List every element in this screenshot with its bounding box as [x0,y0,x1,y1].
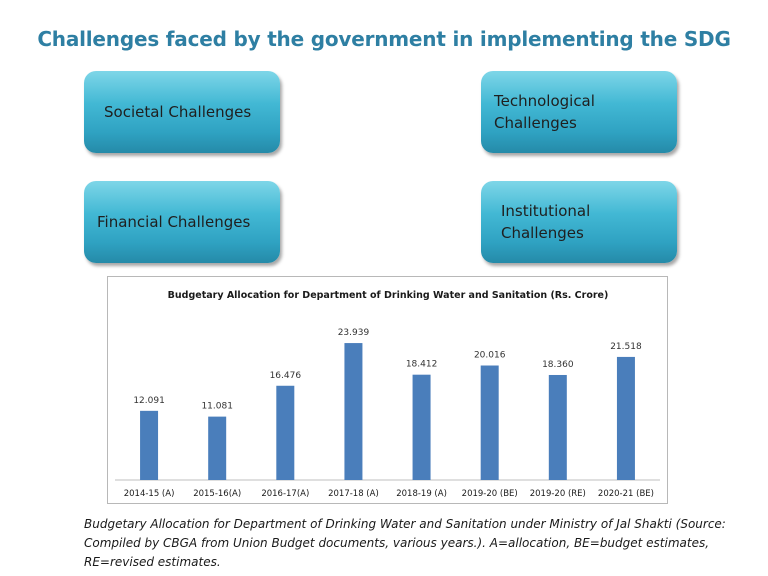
financial-challenges-box: Financial Challenges [84,181,280,263]
institutional-challenges-label: Institutional Challenges [501,202,591,242]
budget-chart: Budgetary Allocation for Department of D… [107,276,668,504]
bar-0 [140,410,159,480]
x-tick-label-3: 2017-18 (A) [328,489,379,499]
x-tick-label-4: 2018-19 (A) [396,489,447,499]
page-title: Challenges faced by the government in im… [37,27,731,51]
data-label-5: 20.016 [474,351,506,361]
chart-caption: Budgetary Allocation for Department of D… [84,517,726,569]
financial-challenges-label: Financial Challenges [97,213,251,231]
x-tick-label-2: 2016-17(A) [261,489,309,499]
x-tick-label-5: 2019-20 (BE) [462,489,518,499]
bar-5 [480,365,499,480]
data-label-6: 18.360 [542,360,574,370]
data-label-3: 23.939 [338,328,370,338]
data-label-4: 18.412 [406,360,438,370]
data-label-0: 12.091 [133,396,165,406]
technological-challenges-box: Technological Challenges [481,71,677,153]
bar-3 [344,343,363,480]
societal-challenges-box: Societal Challenges [84,71,280,153]
bar-7 [616,356,635,480]
data-label-1: 11.081 [201,402,233,412]
bar-4 [412,374,431,480]
x-tick-label-7: 2020-21 (BE) [598,489,654,499]
bar-2 [276,385,295,480]
institutional-challenges-box: Institutional Challenges [481,181,677,263]
x-tick-label-0: 2014-15 (A) [124,489,175,499]
data-label-7: 21.518 [610,342,642,352]
chart-title: Budgetary Allocation for Department of D… [168,290,609,301]
x-tick-label-6: 2019-20 (RE) [530,489,586,499]
x-tick-label-1: 2015-16(A) [193,489,241,499]
societal-challenges-label: Societal Challenges [104,103,252,121]
technological-challenges-label: Technological Challenges [494,92,595,132]
bar-1 [208,416,227,480]
bar-6 [548,374,567,480]
data-label-2: 16.476 [270,371,302,381]
budget-bar-chart: Budgetary Allocation for Department of D… [115,290,660,499]
